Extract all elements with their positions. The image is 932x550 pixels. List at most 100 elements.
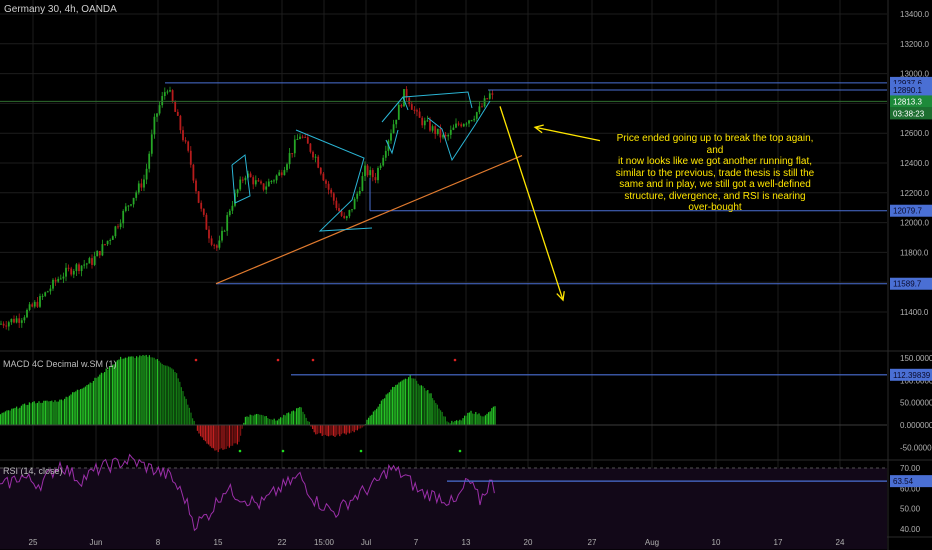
macd-bar — [43, 400, 45, 425]
macd-bar — [203, 425, 205, 441]
pattern-drawing — [295, 129, 373, 232]
macd-bar — [75, 391, 77, 425]
candle — [356, 193, 359, 199]
macd-bar — [345, 425, 347, 435]
candle — [473, 118, 476, 121]
macd-bar — [304, 414, 306, 425]
macd-bar — [99, 374, 101, 425]
macd-bar — [446, 421, 448, 425]
candle — [226, 215, 229, 231]
macd-bar — [136, 356, 138, 425]
candle — [197, 191, 200, 203]
candle — [98, 251, 101, 256]
time-axis-tick: 10 — [712, 538, 721, 547]
macd-indicator-label[interactable]: MACD 4C Decimal w.SM (1) — [3, 359, 117, 369]
price-label: 12079.7 — [893, 207, 922, 216]
macd-bar — [456, 420, 458, 425]
candle — [7, 322, 10, 327]
macd-bar — [412, 378, 414, 425]
rsi-axis-tick: 50.00 — [900, 505, 921, 514]
macd-bar — [241, 425, 243, 429]
macd-bar — [22, 404, 24, 425]
macd-bar — [64, 398, 66, 425]
candle — [163, 92, 166, 97]
macd-bar — [484, 415, 486, 425]
macd-bar — [305, 417, 307, 425]
macd-bar — [172, 369, 174, 425]
macd-bar — [44, 400, 46, 425]
candle — [241, 179, 244, 181]
macd-bar — [92, 381, 94, 425]
time-axis-tick: 27 — [588, 538, 597, 547]
candle — [371, 170, 374, 178]
candle — [0, 323, 2, 325]
candle — [215, 245, 218, 248]
macd-bar — [307, 421, 309, 425]
candle — [231, 205, 234, 211]
candle — [205, 214, 208, 230]
time-axis-tick: 13 — [462, 538, 471, 547]
macd-bar — [156, 359, 158, 425]
candle — [5, 325, 8, 327]
macd-bar — [347, 425, 349, 433]
macd-bar — [168, 366, 170, 425]
macd-bar — [187, 404, 189, 425]
macd-bar — [312, 425, 314, 429]
candle — [124, 206, 127, 211]
candle — [101, 244, 104, 256]
pointer-arrow — [534, 126, 601, 142]
macd-bar — [88, 384, 90, 425]
macd-bar — [384, 398, 386, 425]
macd-bar — [164, 365, 166, 425]
macd-bar — [73, 392, 75, 425]
macd-bar — [14, 407, 16, 425]
macd-bar — [222, 425, 224, 450]
candle — [304, 136, 307, 138]
macd-bar — [316, 425, 318, 435]
macd-bar — [452, 422, 454, 425]
macd-bar — [272, 419, 274, 425]
annotation-line: same and in play, we still got a well-de… — [619, 179, 811, 190]
macd-bar — [414, 378, 416, 425]
macd-bar — [256, 413, 258, 425]
forecast-arrow — [499, 106, 564, 301]
candle — [377, 168, 379, 181]
rsi-axis-tick: 60.00 — [900, 484, 921, 493]
macd-bar — [236, 425, 238, 445]
macd-bar — [38, 401, 40, 425]
macd-bar — [68, 395, 70, 425]
candle — [96, 251, 99, 257]
macd-bar — [140, 356, 142, 425]
macd-bar — [9, 410, 11, 425]
macd-bar — [144, 355, 146, 425]
macd-bar — [401, 380, 403, 425]
macd-bar — [340, 425, 342, 435]
macd-bar — [451, 420, 453, 425]
candle — [135, 192, 138, 198]
macd-bar — [94, 377, 96, 425]
time-axis-tick: 22 — [278, 538, 287, 547]
macd-bar — [12, 408, 14, 425]
macd-axis-tick: 0.000000 — [900, 421, 932, 430]
candle — [309, 143, 312, 152]
candle — [306, 137, 309, 144]
candle — [93, 256, 96, 265]
macd-bar — [177, 378, 179, 425]
macd-bar — [355, 425, 357, 431]
candle — [366, 165, 369, 176]
macd-bar — [310, 425, 312, 427]
time-axis-tick: 25 — [29, 538, 38, 547]
macd-bar — [72, 392, 74, 425]
macd-bar — [476, 414, 478, 425]
rsi-indicator-label[interactable]: RSI (14, close) — [3, 466, 63, 476]
macd-bar — [161, 363, 163, 425]
candle — [18, 318, 21, 323]
macd-bar — [147, 356, 149, 425]
macd-bar — [457, 420, 459, 425]
candle — [314, 156, 317, 158]
macd-bar — [400, 381, 402, 425]
macd-bar — [160, 362, 162, 425]
macd-bar — [150, 357, 152, 425]
candle — [171, 90, 174, 102]
